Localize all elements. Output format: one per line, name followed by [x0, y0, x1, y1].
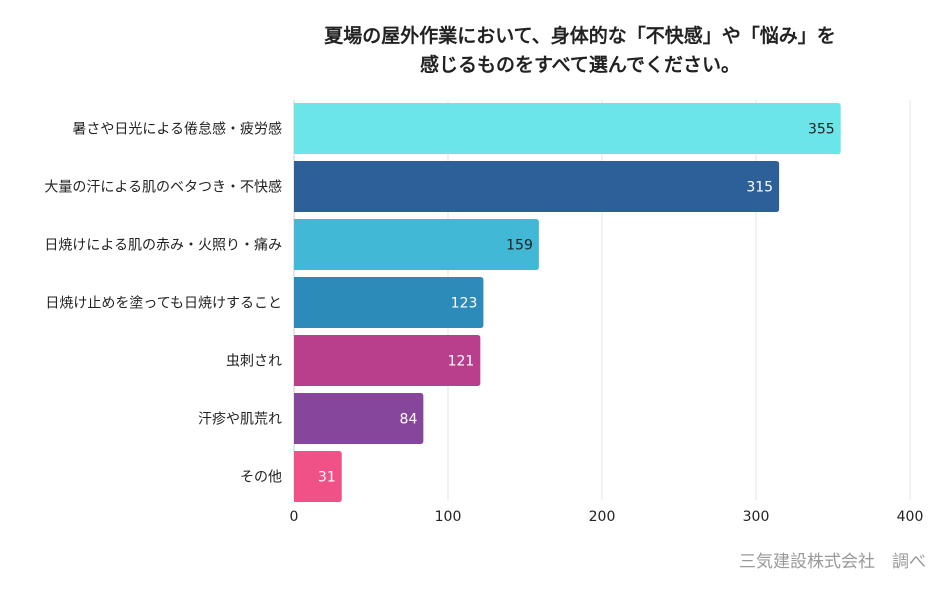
chart-title-line-1: 夏場の屋外作業において、身体的な「不快感」や「悩み」を: [324, 24, 835, 47]
category-label-5: 虫刺され: [226, 354, 282, 370]
value-labels: 355 315 159 123 121 84 31: [318, 122, 835, 486]
x-tick-label-100: 100: [435, 509, 462, 525]
bar-7: [294, 451, 342, 502]
x-tick-label-300: 300: [743, 509, 770, 525]
category-label-3: 日焼けによる肌の赤み・火照り・痛み: [44, 237, 282, 254]
bar-2: [294, 161, 780, 212]
x-tick-label-400: 400: [897, 509, 924, 525]
value-label-1: 355: [808, 122, 835, 138]
value-label-5: 121: [448, 354, 475, 370]
value-label-7: 31: [318, 470, 336, 486]
value-label-3: 159: [506, 238, 533, 254]
category-label-4: 日焼け止めを塗っても日焼けすること: [45, 295, 282, 312]
value-label-2: 315: [746, 180, 773, 196]
category-label-6: 汗疹や肌荒れ: [198, 412, 282, 428]
category-label-1: 暑さや日光による倦怠感・疲労感: [72, 121, 282, 138]
bar-5: [294, 335, 481, 386]
category-label-2: 大量の汗による肌のベタつき・不快感: [44, 179, 282, 196]
x-tick-label-0: 0: [290, 509, 299, 525]
chart-title-line-2: 感じるものをすべて選んでください。: [420, 53, 740, 76]
source-note: 三気建設株式会社 調べ: [739, 552, 926, 572]
value-label-6: 84: [400, 412, 418, 428]
bar-4: [294, 277, 484, 328]
bar-1: [294, 103, 841, 154]
value-label-4: 123: [451, 296, 478, 312]
bars: [294, 103, 841, 502]
category-labels: 暑さや日光による倦怠感・疲労感大量の汗による肌のベタつき・不快感日焼けによる肌の…: [44, 121, 282, 486]
chart-title: 夏場の屋外作業において、身体的な「不快感」や「悩み」を 感じるものをすべて選んで…: [324, 24, 835, 76]
bar-3: [294, 219, 539, 270]
category-label-7: その他: [240, 470, 282, 486]
x-axis-ticks: 0 100 200 300 400: [290, 509, 924, 525]
x-tick-label-200: 200: [589, 509, 616, 525]
bar-6: [294, 393, 424, 444]
